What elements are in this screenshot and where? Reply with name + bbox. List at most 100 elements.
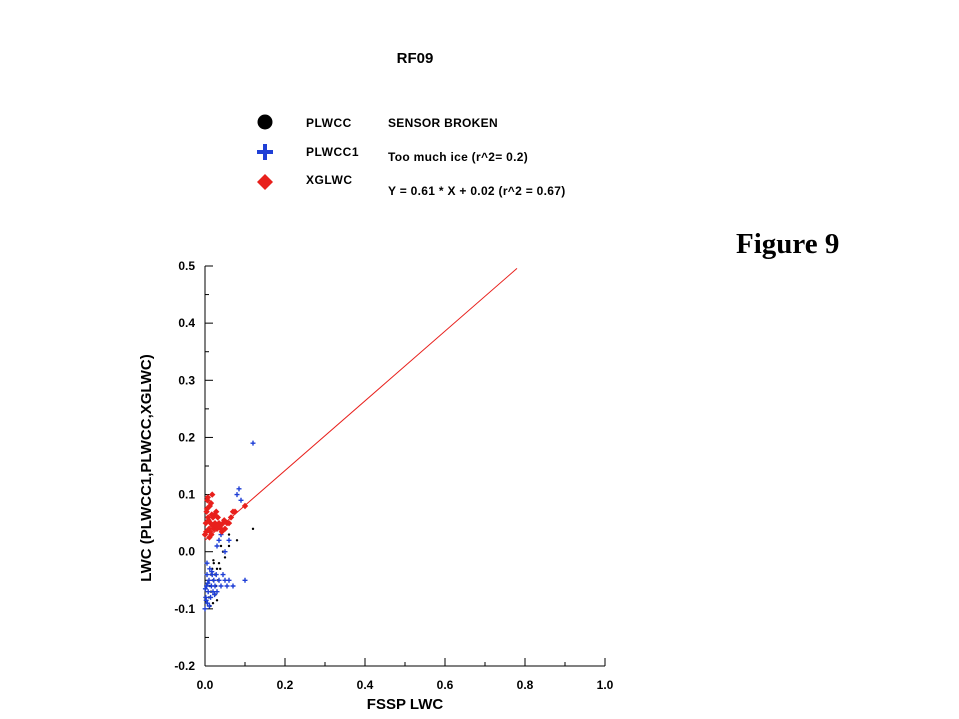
y-tick-label: 0.1: [178, 488, 195, 502]
data-point: [227, 544, 231, 548]
fit-line: [204, 268, 518, 541]
data-point: [234, 492, 240, 498]
series-plwcc1: [202, 440, 256, 612]
data-point: [207, 566, 213, 572]
data-point: [217, 522, 224, 530]
data-point: [221, 517, 228, 524]
chart-title: RF09: [396, 50, 434, 67]
data-point: [212, 522, 219, 530]
data-point: [209, 491, 216, 498]
data-point: [215, 519, 223, 527]
data-point: [213, 508, 220, 515]
data-point: [212, 592, 218, 598]
data-point: [209, 569, 215, 575]
data-point: [218, 528, 225, 535]
data-point: [202, 519, 209, 527]
data-point: [211, 601, 215, 605]
x-tick-label: 0.2: [277, 678, 294, 692]
data-point: [218, 583, 224, 589]
legend-series-note: Y = 0.61 * X + 0.02 (r^2 = 0.67): [388, 184, 566, 198]
legend-series-name: PLWCC: [306, 116, 352, 130]
figure-label: Figure 9: [736, 228, 840, 260]
x-tick-label: 0.0: [197, 678, 214, 692]
data-point: [212, 583, 218, 589]
data-point: [208, 511, 215, 518]
data-point: [242, 577, 248, 583]
legend-series-note: Too much ice (r^2= 0.2): [388, 150, 529, 164]
data-point: [219, 567, 222, 571]
data-point: [202, 586, 208, 592]
data-point: [204, 572, 210, 578]
data-point: [223, 556, 227, 559]
data-point: [207, 528, 214, 535]
data-point: [206, 534, 213, 541]
data-point: [203, 505, 211, 513]
y-tick-label: 0.4: [178, 316, 195, 330]
data-point: [205, 580, 211, 586]
data-point: [213, 525, 221, 533]
data-point: [215, 567, 219, 571]
data-point: [231, 508, 239, 515]
data-point: [205, 589, 211, 595]
legend-series-name: XGLWC: [306, 173, 353, 187]
data-point: [226, 577, 232, 583]
data-point: [224, 583, 230, 589]
x-tick-label: 0.8: [517, 678, 534, 692]
y-tick-label: 0.2: [178, 430, 195, 444]
data-point: [212, 561, 215, 565]
data-point: [225, 519, 233, 527]
data-point: [204, 583, 210, 589]
diamond-marker-icon: [257, 174, 273, 190]
series-xglwc: [201, 491, 249, 541]
y-tick-label: 0.0: [178, 545, 195, 559]
plot-series: [201, 268, 518, 612]
data-point: [236, 486, 242, 492]
data-point: [204, 560, 210, 566]
data-point: [220, 572, 226, 578]
circle-marker-icon: [257, 114, 273, 130]
data-point: [215, 599, 219, 602]
data-point: [203, 528, 210, 535]
data-point: [216, 577, 222, 583]
y-tick-label: -0.2: [174, 659, 195, 673]
data-point: [208, 594, 214, 600]
data-point: [213, 572, 219, 578]
chart-legend: PLWCC SENSOR BROKEN PLWCC1 Too much ice …: [255, 112, 615, 212]
data-point: [203, 597, 209, 603]
plus-marker-icon: [257, 144, 273, 160]
data-point: [241, 502, 249, 510]
y-tick-label: -0.1: [174, 602, 195, 616]
x-tick-label: 0.6: [437, 678, 454, 692]
data-point: [214, 543, 220, 549]
data-point: [217, 561, 221, 565]
legend-series-note: SENSOR BROKEN: [388, 116, 498, 130]
data-point: [217, 525, 225, 533]
x-axis-title: FSSP LWC: [367, 696, 444, 713]
data-point: [214, 514, 221, 521]
data-point: [221, 525, 229, 533]
y-tick-label: 0.5: [178, 259, 195, 273]
data-point: [235, 539, 239, 542]
data-point: [211, 577, 217, 583]
data-point: [211, 519, 219, 527]
data-point: [206, 603, 212, 609]
data-point: [207, 499, 215, 507]
data-point: [205, 517, 212, 524]
data-point: [216, 537, 222, 543]
data-point: [227, 514, 235, 521]
data-point: [226, 537, 232, 543]
x-tick-label: 1.0: [597, 678, 614, 692]
data-point: [219, 544, 223, 548]
plot-axes: 0.0 0.2 0.4 0.6 0.8 1.0 -0.2 -0.1 0.0 0.1 0.2 0.3 0.…: [138, 259, 614, 713]
data-point: [219, 519, 227, 527]
data-point: [212, 559, 215, 562]
y-tick-label: 0.3: [178, 373, 195, 387]
data-point: [205, 525, 213, 533]
data-point: [202, 606, 208, 612]
data-point: [206, 577, 212, 583]
data-point: [251, 527, 255, 531]
data-point: [238, 497, 244, 503]
data-point: [222, 549, 228, 555]
legend-series-name: PLWCC1: [306, 145, 360, 159]
